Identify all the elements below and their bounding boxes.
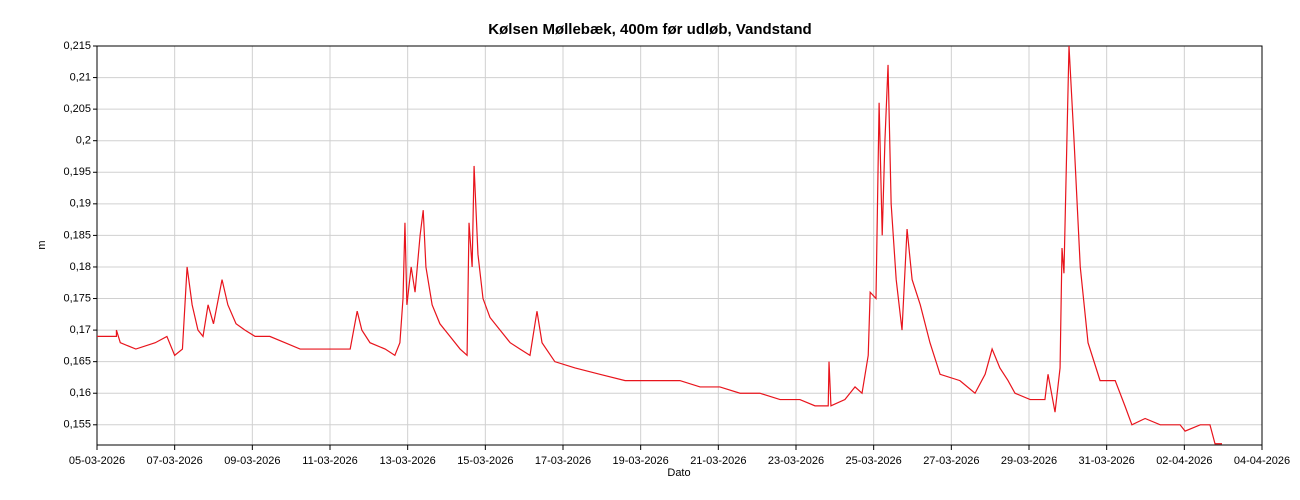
x-tick-label: 17-03-2026 xyxy=(535,455,591,467)
x-tick-label: 07-03-2026 xyxy=(147,455,203,467)
x-tick-label: 19-03-2026 xyxy=(613,455,669,467)
y-tick-label: 0,19 xyxy=(70,198,91,210)
x-tick-label: 15-03-2026 xyxy=(457,455,513,467)
y-tick-label: 0,205 xyxy=(63,103,91,115)
y-tick-label: 0,18 xyxy=(70,261,91,273)
y-tick-label: 0,155 xyxy=(63,419,91,431)
y-tick-label: 0,16 xyxy=(70,387,91,399)
y-axis-label: m xyxy=(36,240,48,249)
x-tick-label: 11-03-2026 xyxy=(302,455,357,467)
x-tick-label: 02-04-2026 xyxy=(1156,455,1212,467)
x-axis-label: Dato xyxy=(667,467,690,479)
y-tick-label: 0,2 xyxy=(76,135,91,147)
x-tick-label: 13-03-2026 xyxy=(380,455,436,467)
x-tick-label: 25-03-2026 xyxy=(846,455,902,467)
chart-title: Kølsen Møllebæk, 400m før udløb, Vandsta… xyxy=(488,21,811,38)
y-tick-label: 0,17 xyxy=(70,324,91,336)
y-tick-label: 0,175 xyxy=(63,292,91,304)
x-tick-label: 05-03-2026 xyxy=(69,455,125,467)
data-line xyxy=(97,45,1222,445)
y-tick-label: 0,215 xyxy=(63,40,91,52)
x-tick-label: 31-03-2026 xyxy=(1079,455,1135,467)
plot-frame xyxy=(96,45,1263,446)
y-tick-label: 0,165 xyxy=(63,356,91,368)
y-tick-label: 0,195 xyxy=(63,166,91,178)
x-tick-label: 09-03-2026 xyxy=(224,455,280,467)
y-tick-label: 0,185 xyxy=(63,229,91,241)
x-tick-label: 27-03-2026 xyxy=(923,455,979,467)
x-tick-label: 21-03-2026 xyxy=(690,455,746,467)
x-tick-label: 23-03-2026 xyxy=(768,455,824,467)
x-tick-label: 29-03-2026 xyxy=(1001,455,1057,467)
y-tick-label: 0,21 xyxy=(70,71,91,83)
x-tick-label: 04-04-2026 xyxy=(1234,455,1290,467)
